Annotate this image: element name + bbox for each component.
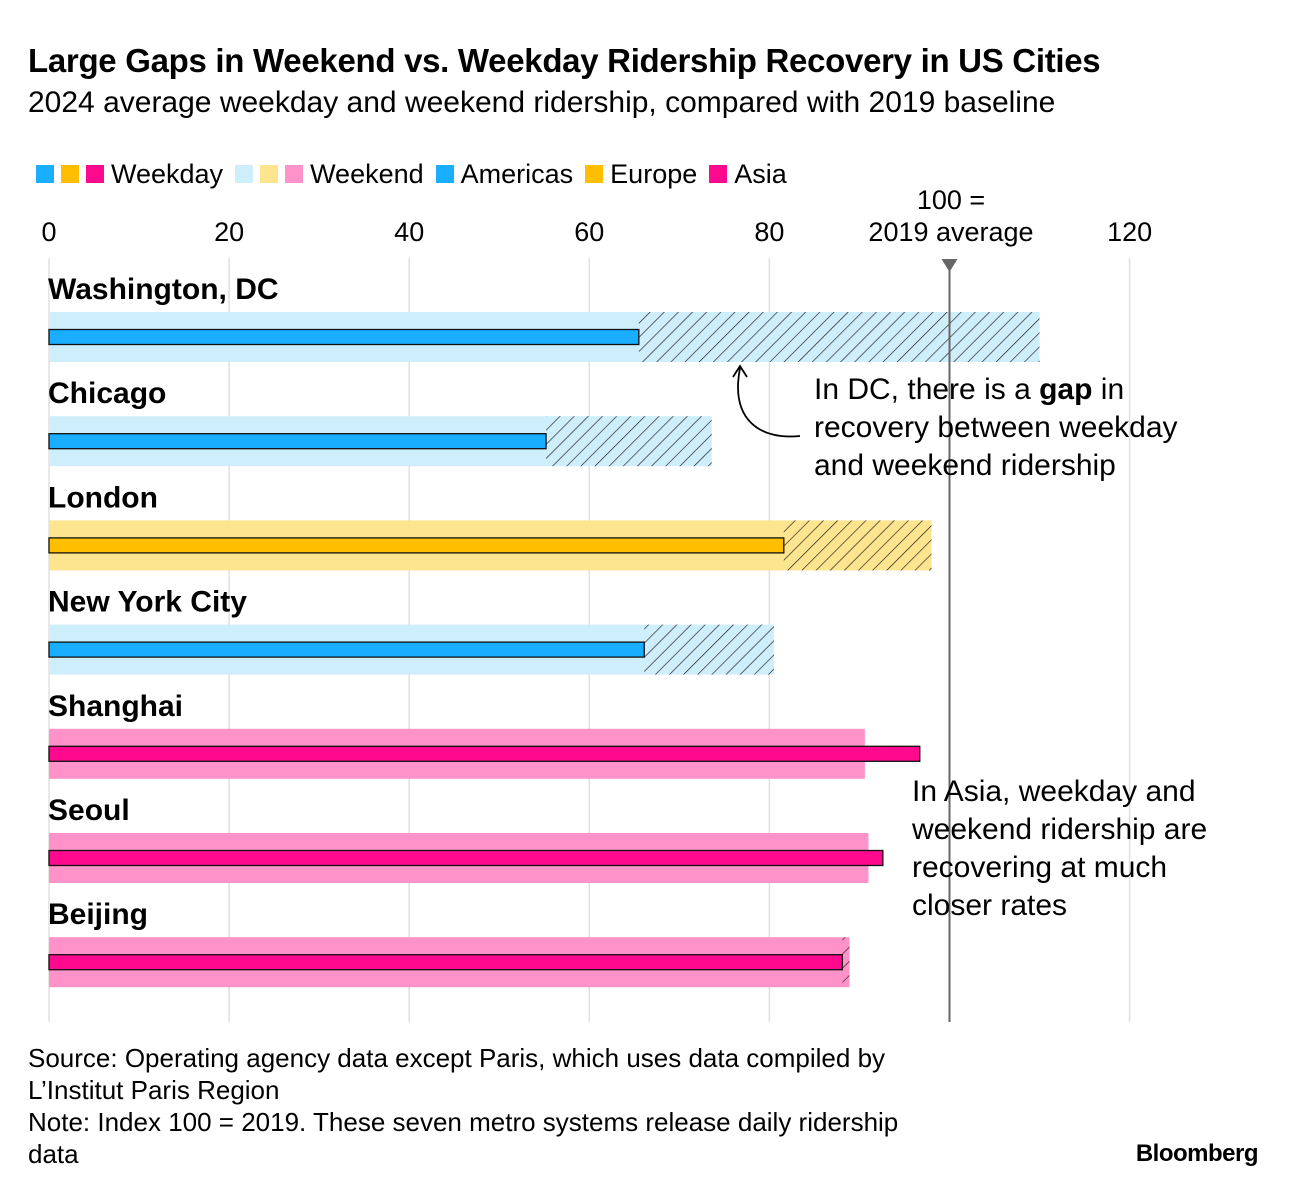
- gap-hatch-beijing: [842, 937, 850, 988]
- weekday-bar-chicago: [48, 433, 547, 450]
- gap-hatch-london: [783, 520, 932, 571]
- dc-annotation: In DC, there is a gap in: [814, 373, 1124, 406]
- x-tick-label-80: 80: [754, 217, 784, 247]
- category-label-shanghai: Shanghai: [48, 690, 183, 723]
- legend-swatch-europe: [585, 165, 604, 183]
- x-tick-label-120: 120: [1107, 217, 1152, 247]
- category-label-washington-dc: Washington, DC: [48, 273, 279, 306]
- legend-swatch-weekend-americas: [235, 165, 254, 183]
- legend-swatch-weekend-europe: [260, 165, 279, 183]
- note-line-2: data: [28, 1139, 79, 1169]
- gap-hatch-chicago: [546, 416, 712, 467]
- x-tick-label-40: 40: [394, 217, 424, 247]
- x-axis-ticks: 0 20 40 60 80 120: [41, 217, 1152, 247]
- legend: Weekday Weekend Americas Europe Asia: [36, 157, 799, 191]
- legend-weekend-label: Weekend: [310, 158, 424, 189]
- chart-title: Large Gaps in Weekend vs. Weekday Riders…: [28, 42, 1101, 79]
- reference-line-group: [941, 259, 958, 1022]
- bloomberg-logo: Bloomberg: [1135, 1140, 1259, 1167]
- asia-annotation-line3: recovering at much: [912, 851, 1167, 884]
- legend-asia-label: Asia: [734, 158, 787, 189]
- legend-swatch-weekend-asia: [285, 165, 304, 183]
- weekday-bar-beijing: [48, 954, 843, 971]
- annotations: 100 = 2019 average In DC, there is a gap…: [732, 185, 1207, 922]
- legend-swatch-asia: [709, 165, 728, 183]
- legend-europe-label: Europe: [610, 158, 698, 189]
- chart-subtitle: 2024 average weekday and weekend ridersh…: [28, 86, 1056, 119]
- legend-americas-label: Americas: [460, 158, 574, 189]
- source-line-1: Source: Operating agency data except Par…: [28, 1043, 886, 1073]
- legend-swatch-weekday-asia: [86, 165, 104, 183]
- category-labels: Washington, DC Chicago London New York City…: [48, 273, 279, 931]
- annotation-arrow: [737, 367, 801, 438]
- weekday-bar-seoul: [48, 849, 884, 867]
- weekday-bar-washington-dc: [48, 328, 640, 346]
- weekday-bar-new-york-city: [48, 641, 645, 658]
- category-label-chicago: Chicago: [48, 377, 166, 410]
- reference-label-line2: 2019 average: [868, 217, 1033, 247]
- bars: [48, 312, 1040, 988]
- weekday-bar-shanghai: [48, 745, 921, 762]
- x-tick-label-60: 60: [574, 217, 604, 247]
- weekday-bar-london: [48, 537, 785, 554]
- legend-swatch-weekday-americas: [36, 165, 54, 183]
- footer: Source: Operating agency data except Par…: [28, 1042, 1028, 1170]
- x-tick-label-0: 0: [41, 217, 56, 247]
- dc-annotation-post: in: [1092, 373, 1124, 406]
- legend-swatch-weekday-europe: [61, 165, 79, 183]
- dc-annotation-bold: gap: [1039, 373, 1092, 406]
- x-tick-label-20: 20: [214, 217, 244, 247]
- dc-annotation-line3: and weekend ridership: [814, 449, 1116, 482]
- category-label-seoul: Seoul: [48, 794, 130, 827]
- asia-annotation-line2: weekend ridership are: [911, 813, 1207, 846]
- legend-weekday-label: Weekday: [111, 158, 224, 189]
- legend-swatch-americas: [435, 165, 454, 183]
- category-label-london: London: [48, 481, 158, 514]
- asia-annotation-line1: In Asia, weekday and: [912, 775, 1196, 808]
- reference-label-line1: 100 =: [917, 185, 985, 215]
- category-label-new-york-city: New York City: [48, 586, 247, 619]
- source-line-2: L’Institut Paris Region: [28, 1075, 280, 1105]
- annotation-arrowhead: [732, 364, 748, 378]
- reference-marker-triangle: [941, 259, 958, 272]
- note-line-1: Note: Index 100 = 2019. These seven metr…: [28, 1107, 899, 1137]
- asia-annotation-line4: closer rates: [912, 889, 1067, 922]
- gap-hatch-new-york-city: [644, 624, 774, 675]
- category-label-beijing: Beijing: [48, 898, 148, 931]
- gap-hatch-washington-dc: [638, 312, 1040, 362]
- dc-annotation-line2: recovery between weekday: [814, 411, 1178, 444]
- dc-annotation-pre: In DC, there is a: [814, 373, 1039, 406]
